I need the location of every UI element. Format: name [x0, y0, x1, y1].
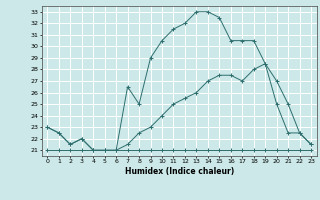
X-axis label: Humidex (Indice chaleur): Humidex (Indice chaleur): [124, 167, 234, 176]
